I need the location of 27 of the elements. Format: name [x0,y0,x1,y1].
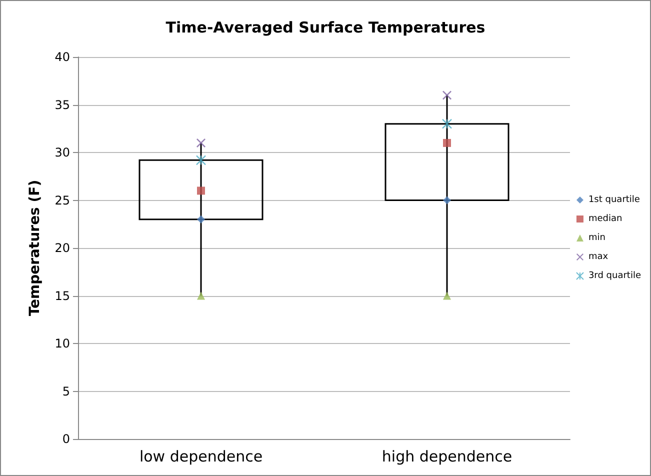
y-tick-label: 5 [62,384,70,398]
legend-label: median [588,214,622,224]
y-tick-label: 30 [54,146,70,160]
point [443,138,451,147]
x-tick-label: high dependence [382,448,512,466]
y-tick-label: 0 [62,432,70,446]
point [443,292,451,300]
legend-label: 3rd quartile [588,271,642,281]
legend-label: min [588,233,606,243]
point [197,186,205,195]
y-tick-label: 15 [54,288,70,303]
y-tick-label: 35 [54,98,70,112]
point [442,118,452,129]
y-tick-label: 10 [54,336,70,350]
point [442,90,452,100]
chart-title: Time-Averaged Surface Temperatures [166,18,486,36]
y-axis-title: Temperatures (F) [27,180,43,316]
point [197,292,205,300]
x-tick-label: low dependence [139,448,263,466]
y-tick-label: 40 [54,50,70,64]
y-tick-label: 20 [54,241,70,255]
y-tick-label: 25 [54,193,70,208]
legend-label: max [588,252,609,262]
point [443,196,451,204]
point [197,215,205,224]
legend-label: 1st quartile [588,195,640,205]
point [196,155,206,166]
